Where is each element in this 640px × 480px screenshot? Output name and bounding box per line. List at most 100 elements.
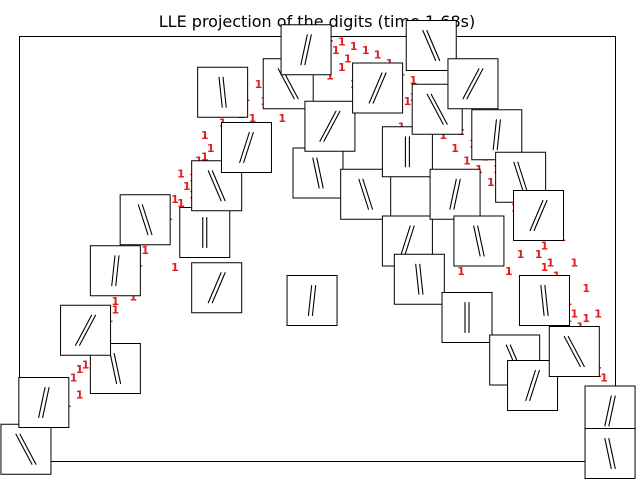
data-point-label: 1 [112,303,120,316]
data-point-label: 1 [201,150,209,163]
data-point-label: 1 [439,129,447,142]
data-point-label: 1 [582,282,590,295]
digit-stroke [368,72,387,104]
digit-stroke [312,157,324,189]
data-point-label: 1 [76,363,84,376]
data-point-label: 1 [129,291,137,304]
digit-thumbnail [584,385,636,437]
digit-thumbnail [381,126,433,178]
digit-thumbnail [89,245,141,297]
data-point-label: 1 [594,308,602,321]
digit-stroke [422,29,441,62]
digit-stroke [604,395,616,427]
digit-stroke [462,68,484,100]
digit-thumbnail [584,428,636,479]
digit-stroke [449,178,461,210]
digit-stroke [109,352,122,385]
digit-stroke [319,110,341,142]
digit-thumbnail [518,275,570,326]
data-point-label: 1 [410,74,418,87]
data-point-label: 1 [332,44,340,57]
digit-stroke [513,161,528,193]
data-point-label: 1 [82,359,90,372]
digit-stroke [137,204,153,236]
digit-thumbnail [179,207,231,258]
digit-stroke [218,76,227,108]
data-point-label: 1 [547,257,555,270]
data-point-label: 1 [338,36,346,49]
data-point-label: 1 [535,248,543,261]
digit-stroke [307,284,317,317]
data-point-label: 1 [249,112,257,125]
digit-thumbnail [292,147,344,199]
data-point-label: 1 [463,155,471,168]
chart-title: LLE projection of the digits (time 1.68s… [159,12,475,31]
digit-thumbnail [280,24,332,76]
data-point-label: 1 [374,48,382,61]
digit-stroke [38,386,50,419]
data-point-label: 1 [570,308,578,321]
digit-thumbnail [453,215,505,267]
digit-stroke [239,131,254,164]
digit-stroke [300,34,312,66]
data-point-label: 1 [177,197,185,210]
digit-stroke [426,93,448,125]
digit-stroke [540,284,549,317]
digit-thumbnail [197,66,249,118]
digit-thumbnail [119,194,171,246]
data-point-label: 1 [70,371,78,384]
data-point-label: 1 [582,312,590,325]
data-point-label: 1 [112,295,120,308]
digit-stroke [604,437,616,470]
data-point-label: 1 [570,257,578,270]
digit-stroke [358,178,374,210]
data-point-label: 1 [141,244,149,257]
digit-stroke [111,255,120,287]
digit-stroke [464,301,470,334]
data-point-label: 1 [344,53,352,66]
digit-thumbnail [304,100,356,152]
digit-stroke [75,314,97,346]
digit-thumbnail [286,275,338,326]
data-point-label: 1 [207,142,215,155]
digit-stroke [207,272,226,304]
digit-stroke [207,170,226,202]
data-point-label: 1 [457,265,465,278]
data-point-label: 1 [278,112,286,125]
digit-stroke [473,225,485,257]
digit-thumbnail [548,326,600,377]
data-point-label: 1 [362,44,370,57]
digit-thumbnail [393,253,445,305]
data-point-label: 1 [451,142,459,155]
data-point-label: 1 [487,176,495,189]
thumbnails-layer [0,20,636,479]
digit-thumbnail [429,168,481,220]
digit-thumbnail [441,292,493,343]
digit-thumbnail [352,62,404,114]
digit-stroke [525,369,540,402]
digit-thumbnail [220,122,272,173]
digit-thumbnail [60,304,112,356]
digit-thumbnail [513,190,565,241]
data-point-label: 1 [541,261,549,274]
digit-stroke [400,225,415,257]
data-point-label: 1 [171,261,179,274]
data-point-label: 1 [326,70,334,83]
data-point-label: 1 [201,129,209,142]
data-point-label: 1 [171,193,179,206]
data-point-label: 1 [517,248,525,261]
digit-thumbnail [447,58,499,110]
digit-stroke [415,263,424,295]
digit-stroke [529,199,548,232]
data-point-label: 1 [541,240,549,253]
digit-stroke [15,433,37,465]
data-point-label: 1 [338,61,346,74]
digit-stroke [563,335,585,368]
data-point-label: 1 [177,167,185,180]
digit-thumbnail [0,423,52,475]
data-point-label: 1 [183,180,191,193]
digit-stroke [404,136,410,168]
digit-thumbnail [340,168,392,220]
data-point-label: 1 [600,371,608,384]
